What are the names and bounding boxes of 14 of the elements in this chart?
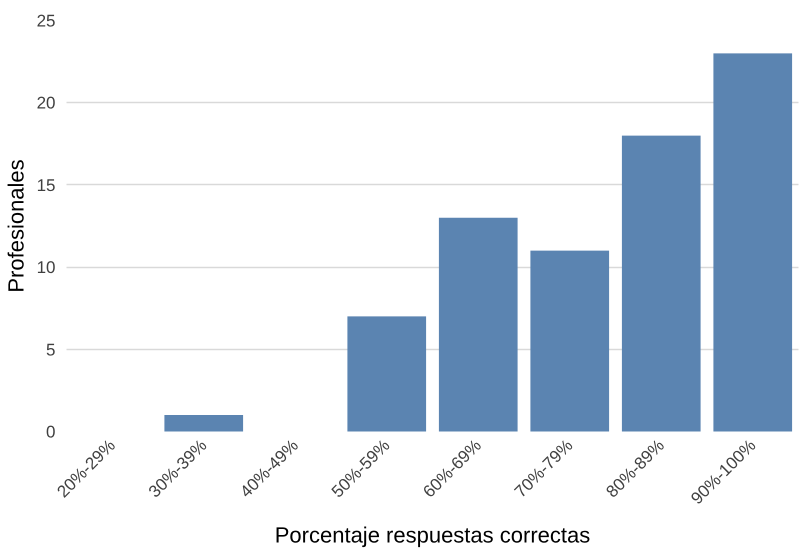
y-tick-label: 15 bbox=[36, 176, 56, 195]
bar bbox=[347, 316, 426, 432]
y-tick-label: 5 bbox=[46, 340, 56, 360]
y-tick-label: 0 bbox=[46, 422, 56, 442]
y-axis-title: Profesionales bbox=[4, 159, 29, 293]
bar bbox=[713, 53, 792, 432]
y-tick-label: 20 bbox=[36, 94, 56, 113]
bar bbox=[622, 136, 701, 432]
y-tick-label: 10 bbox=[36, 258, 56, 278]
bar bbox=[438, 218, 518, 432]
bar bbox=[164, 415, 244, 432]
y-tick-label: 25 bbox=[36, 12, 56, 30]
x-axis-title: Porcentaje respuestas correctas bbox=[274, 522, 590, 548]
bar bbox=[530, 250, 610, 432]
